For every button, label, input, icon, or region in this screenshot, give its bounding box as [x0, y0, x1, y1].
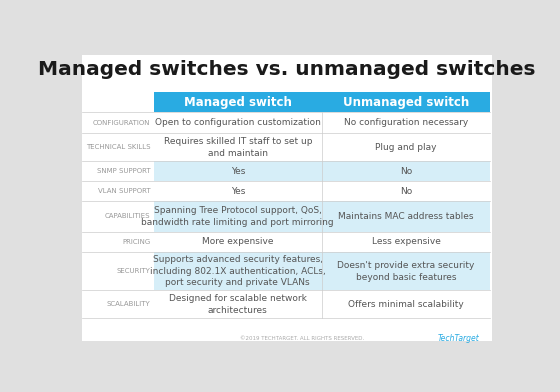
Text: Maintains MAC address tables: Maintains MAC address tables: [338, 212, 474, 221]
Text: Managed switch: Managed switch: [184, 96, 292, 109]
Text: SCALABILITY: SCALABILITY: [107, 301, 151, 307]
FancyBboxPatch shape: [153, 290, 490, 318]
Text: Requires skilled IT staff to set up
and maintain: Requires skilled IT staff to set up and …: [164, 137, 312, 158]
Text: Designed for scalable network
architectures: Designed for scalable network architectu…: [169, 294, 307, 315]
Text: Spanning Tree Protocol support, QoS,
bandwidth rate limiting and port mirroring: Spanning Tree Protocol support, QoS, ban…: [142, 206, 334, 227]
Text: Supports advanced security features,
including 802.1X authentication, ACLs,
port: Supports advanced security features, inc…: [150, 255, 326, 287]
Text: TECHNICAL SKILLS: TECHNICAL SKILLS: [86, 144, 151, 150]
Text: Yes: Yes: [231, 187, 245, 196]
Text: No: No: [400, 187, 412, 196]
Text: Unmanaged switch: Unmanaged switch: [343, 96, 469, 109]
Text: SNMP SUPPORT: SNMP SUPPORT: [97, 168, 151, 174]
FancyBboxPatch shape: [322, 93, 490, 112]
FancyBboxPatch shape: [153, 201, 490, 232]
FancyBboxPatch shape: [153, 93, 322, 112]
Text: No: No: [400, 167, 412, 176]
FancyBboxPatch shape: [153, 181, 490, 201]
FancyBboxPatch shape: [82, 55, 492, 341]
Text: ©2019 TECHTARGET. ALL RIGHTS RESERVED.: ©2019 TECHTARGET. ALL RIGHTS RESERVED.: [240, 336, 365, 341]
FancyBboxPatch shape: [153, 133, 490, 161]
FancyBboxPatch shape: [153, 161, 490, 181]
Text: PRICING: PRICING: [122, 239, 151, 245]
Text: SECURITY: SECURITY: [116, 268, 151, 274]
FancyBboxPatch shape: [153, 232, 490, 252]
Text: CAPABILITIES: CAPABILITIES: [105, 213, 151, 220]
Text: No configuration necessary: No configuration necessary: [344, 118, 468, 127]
Text: Less expensive: Less expensive: [371, 237, 440, 246]
Text: Open to configuration customization: Open to configuration customization: [155, 118, 321, 127]
Text: CONFIGURATION: CONFIGURATION: [93, 120, 151, 125]
Text: TechTarget: TechTarget: [437, 334, 479, 343]
Text: Plug and play: Plug and play: [375, 143, 437, 152]
Text: More expensive: More expensive: [202, 237, 273, 246]
Text: Doesn't provide extra security
beyond basic features: Doesn't provide extra security beyond ba…: [337, 261, 475, 281]
FancyBboxPatch shape: [153, 252, 490, 290]
Text: Yes: Yes: [231, 167, 245, 176]
Text: Managed switches vs. unmanaged switches: Managed switches vs. unmanaged switches: [38, 60, 536, 79]
Text: Offers minimal scalability: Offers minimal scalability: [348, 300, 464, 309]
Text: VLAN SUPPORT: VLAN SUPPORT: [98, 188, 151, 194]
FancyBboxPatch shape: [153, 112, 490, 133]
